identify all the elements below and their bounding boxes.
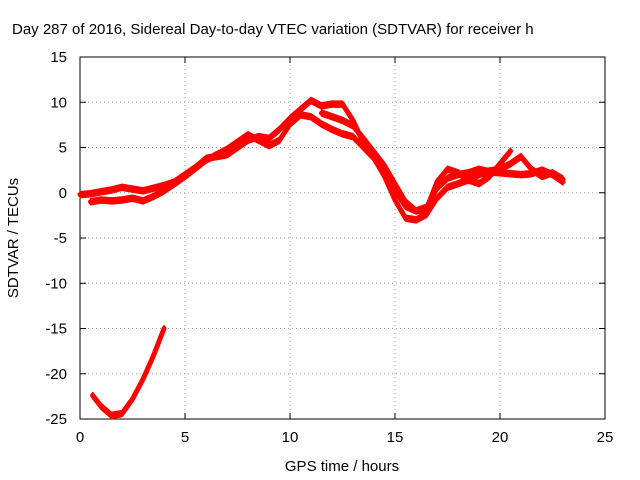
data-series-trace-a-jitter (79, 96, 564, 209)
y-axis: -25 -20 -15 -10 -5 0 5 10 15 (45, 49, 605, 428)
data-series-trace-c-jitter (320, 109, 512, 209)
y-axis-label: SDTVAR / TECUs (5, 178, 22, 298)
x-tick-label: 15 (387, 429, 404, 446)
data-series-trace-c (319, 110, 513, 214)
data-series-trace-c-jitter (320, 115, 512, 215)
y-tick-label: 10 (50, 94, 67, 111)
data-series-trace-d-jitter (91, 324, 165, 414)
plot-frame (79, 56, 606, 420)
x-axis: 0 5 10 15 20 25 (76, 57, 614, 446)
y-tick-label: -25 (45, 411, 67, 428)
x-axis-label: GPS time / hours (285, 458, 399, 475)
data-series-trace-b-jitter (89, 111, 564, 218)
data-series-trace-d-jitter (91, 330, 165, 420)
data-traces (77, 96, 566, 420)
grid-lines (80, 57, 605, 419)
x-tick-label: 20 (492, 429, 509, 446)
data-series-trace-d (90, 326, 167, 418)
y-tick-label: -5 (54, 230, 67, 247)
x-tick-label: 25 (597, 429, 614, 446)
x-tick-label: 5 (181, 429, 189, 446)
x-tick-label: 10 (282, 429, 299, 446)
chart-title: Day 287 of 2016, Sidereal Day-to-day VTE… (12, 21, 534, 38)
y-tick-label: 5 (59, 140, 67, 157)
x-tick-label: 0 (76, 429, 84, 446)
y-tick-label: -20 (45, 366, 67, 383)
y-tick-label: 15 (50, 49, 67, 66)
y-tick-label: -10 (45, 275, 67, 292)
y-tick-label: -15 (45, 321, 67, 338)
y-tick-label: 0 (59, 185, 67, 202)
